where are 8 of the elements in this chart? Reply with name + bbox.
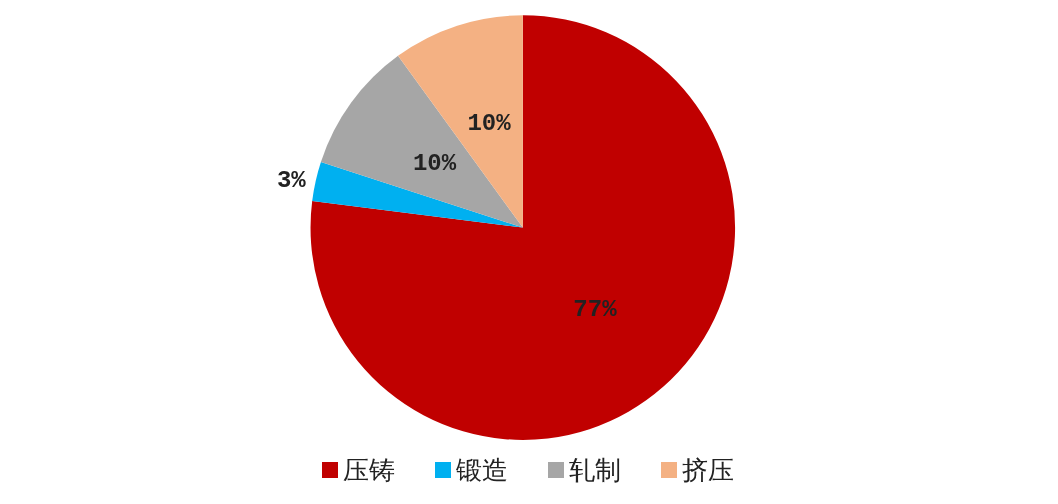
data-label: 77%	[573, 295, 618, 323]
legend-label: 挤压	[682, 455, 734, 485]
data-label: 3%	[276, 166, 307, 194]
legend-label: 轧制	[569, 455, 621, 485]
legend-label: 压铸	[343, 455, 395, 485]
data-label: 10%	[467, 110, 512, 138]
data-label: 10%	[412, 149, 457, 177]
legend-label: 锻造	[455, 455, 508, 485]
